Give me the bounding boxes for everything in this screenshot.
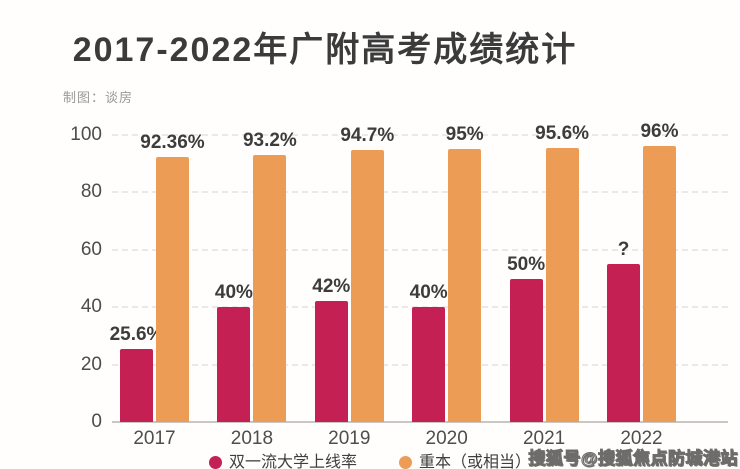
value-label-2019-orange: 94.7% (340, 125, 395, 147)
bar-2020-pink (412, 307, 446, 422)
y-tick-label-80: 80 (80, 181, 102, 203)
value-label-2020-orange: 95% (445, 124, 484, 146)
x-tick-label-2018: 2018 (230, 428, 274, 449)
bar-2018-orange (253, 154, 287, 422)
value-label-2021-orange: 95.6% (535, 122, 590, 144)
legend-swatch-orange (399, 456, 412, 469)
y-tick-label-60: 60 (80, 238, 102, 260)
x-tick-label-2021: 2021 (522, 428, 566, 449)
legend-label-key-university: 重本（或相当） (419, 454, 532, 469)
gridline-80 (112, 191, 728, 194)
chart-legend: 双一流大学上线率 重本（或相当） (0, 454, 740, 469)
bar-2020-orange (448, 149, 482, 422)
value-label-2018-orange: 93.2% (242, 129, 297, 151)
value-label-2022-orange: 96% (640, 121, 679, 143)
value-label-2018-pink: 40% (214, 282, 253, 304)
y-tick-label-100: 100 (70, 124, 102, 145)
y-tick-label-0: 0 (91, 411, 102, 432)
watermark: 搜狐号@搜狐焦点防城港站 (528, 449, 738, 469)
y-tick-label-20: 20 (80, 353, 102, 375)
value-label-2022-pink: ? (617, 239, 630, 261)
bar-2021-pink (509, 278, 543, 422)
x-tick-label-2020: 2020 (425, 428, 468, 449)
x-tick-label-2017: 2017 (133, 428, 176, 449)
value-label-2019-pink: 42% (312, 276, 351, 298)
x-tick-label-2019: 2019 (328, 428, 371, 449)
bar-2019-pink (314, 301, 348, 422)
gridline-60 (112, 248, 728, 251)
value-label-2017-pink: 25.6% (109, 323, 164, 345)
bar-2021-orange (545, 147, 579, 422)
bar-2017-pink (120, 348, 153, 422)
gridline-100 (112, 134, 728, 136)
chart-author-credit: 制图：谈房 (63, 90, 134, 105)
bar-2017-orange (156, 156, 189, 422)
y-tick-label-40: 40 (80, 296, 102, 318)
chart-title: 2017-2022年广附高考成绩统计 (72, 31, 578, 69)
value-label-2017-orange: 92.36% (140, 131, 205, 153)
value-label-2020-pink: 40% (409, 282, 448, 304)
bar-2022-orange (643, 146, 676, 422)
legend-label-double-first-class: 双一流大学上线率 (228, 454, 357, 469)
value-label-2021-pink: 50% (507, 253, 546, 275)
x-axis-baseline (112, 421, 728, 423)
bar-2018-pink (217, 307, 251, 422)
legend-item-key-university: 重本（或相当） (399, 454, 531, 469)
legend-swatch-pink (208, 456, 222, 469)
bar-2019-orange (350, 150, 384, 422)
legend-item-double-first-class: 双一流大学上线率 (208, 454, 357, 469)
bar-2022-pink (607, 264, 640, 422)
x-tick-label-2022: 2022 (620, 428, 663, 449)
